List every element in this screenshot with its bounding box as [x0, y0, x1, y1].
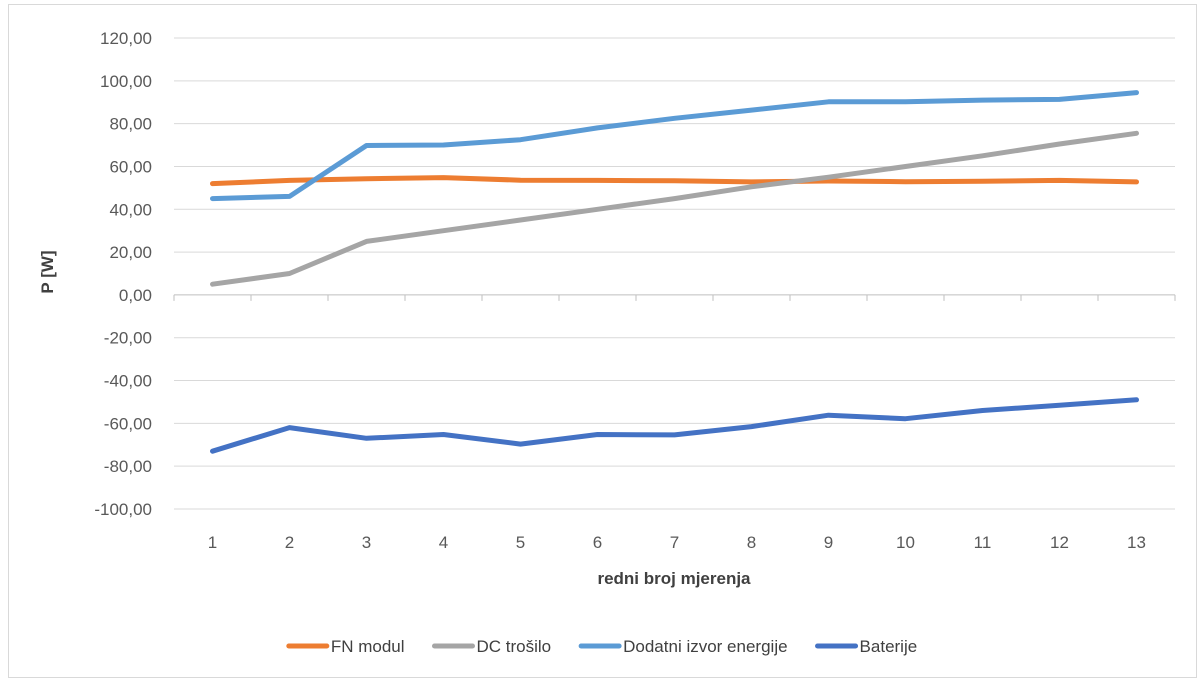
- x-tick-label: 2: [285, 533, 294, 552]
- y-tick-label: 40,00: [109, 200, 152, 219]
- x-axis-title: redni broj mjerenja: [597, 569, 751, 588]
- series-line-fn-modul: [210, 175, 1139, 187]
- legend: FN modul DC trošilo Dodatni izvor energije…: [286, 637, 918, 656]
- y-axis-title: P [W]: [38, 250, 57, 293]
- y-tick-label: -60,00: [104, 414, 152, 433]
- legend-label: Baterije: [860, 637, 918, 656]
- y-tick-label: -40,00: [104, 372, 152, 391]
- legend-item: Baterije: [815, 637, 918, 656]
- y-tick-labels: 120,00 100,00 80,00 60,00 40,00 20,00 0,00 -20,…: [94, 29, 152, 519]
- x-tick-label: 7: [670, 533, 679, 552]
- gridlines: [173, 37, 1176, 510]
- x-tick-label: 3: [362, 533, 371, 552]
- x-tick-labels: 1 2 3 4 5 6 7 8 9 10 11 12 13: [208, 533, 1146, 552]
- x-tick-label: 5: [516, 533, 525, 552]
- legend-label: DC trošilo: [477, 637, 552, 656]
- x-tick-label: 4: [439, 533, 448, 552]
- legend-item: DC trošilo: [432, 637, 552, 656]
- y-tick-label: -20,00: [104, 329, 152, 348]
- x-tick-label: 9: [824, 533, 833, 552]
- legend-item: Dodatni izvor energije: [578, 637, 788, 656]
- series-lines: [210, 90, 1139, 454]
- y-tick-label: 60,00: [109, 157, 152, 176]
- y-tick-label: 80,00: [109, 115, 152, 134]
- y-tick-label: 20,00: [109, 243, 152, 262]
- y-tick-label: -80,00: [104, 457, 152, 476]
- x-tick-label: 8: [747, 533, 756, 552]
- x-tick-label: 11: [974, 533, 992, 552]
- x-tick-label: 1: [208, 533, 217, 552]
- y-tick-label: 100,00: [100, 72, 152, 91]
- x-tick-label: 13: [1127, 533, 1146, 552]
- y-tick-label: 120,00: [100, 29, 152, 48]
- legend-label: FN modul: [331, 637, 405, 656]
- x-tick-label: 12: [1050, 533, 1069, 552]
- legend-label: Dodatni izvor energije: [623, 637, 787, 656]
- x-tick-label: 6: [593, 533, 602, 552]
- y-tick-label: -100,00: [94, 500, 152, 519]
- legend-item: FN modul: [286, 637, 405, 656]
- x-tick-label: 10: [896, 533, 915, 552]
- series-line-dc-tro-ilo: [210, 130, 1139, 287]
- y-tick-label: 0,00: [119, 286, 152, 305]
- series-line-baterije: [210, 397, 1139, 454]
- chart-frame: [8, 4, 1197, 678]
- series-line-dodatni-izvor-energije: [210, 90, 1139, 202]
